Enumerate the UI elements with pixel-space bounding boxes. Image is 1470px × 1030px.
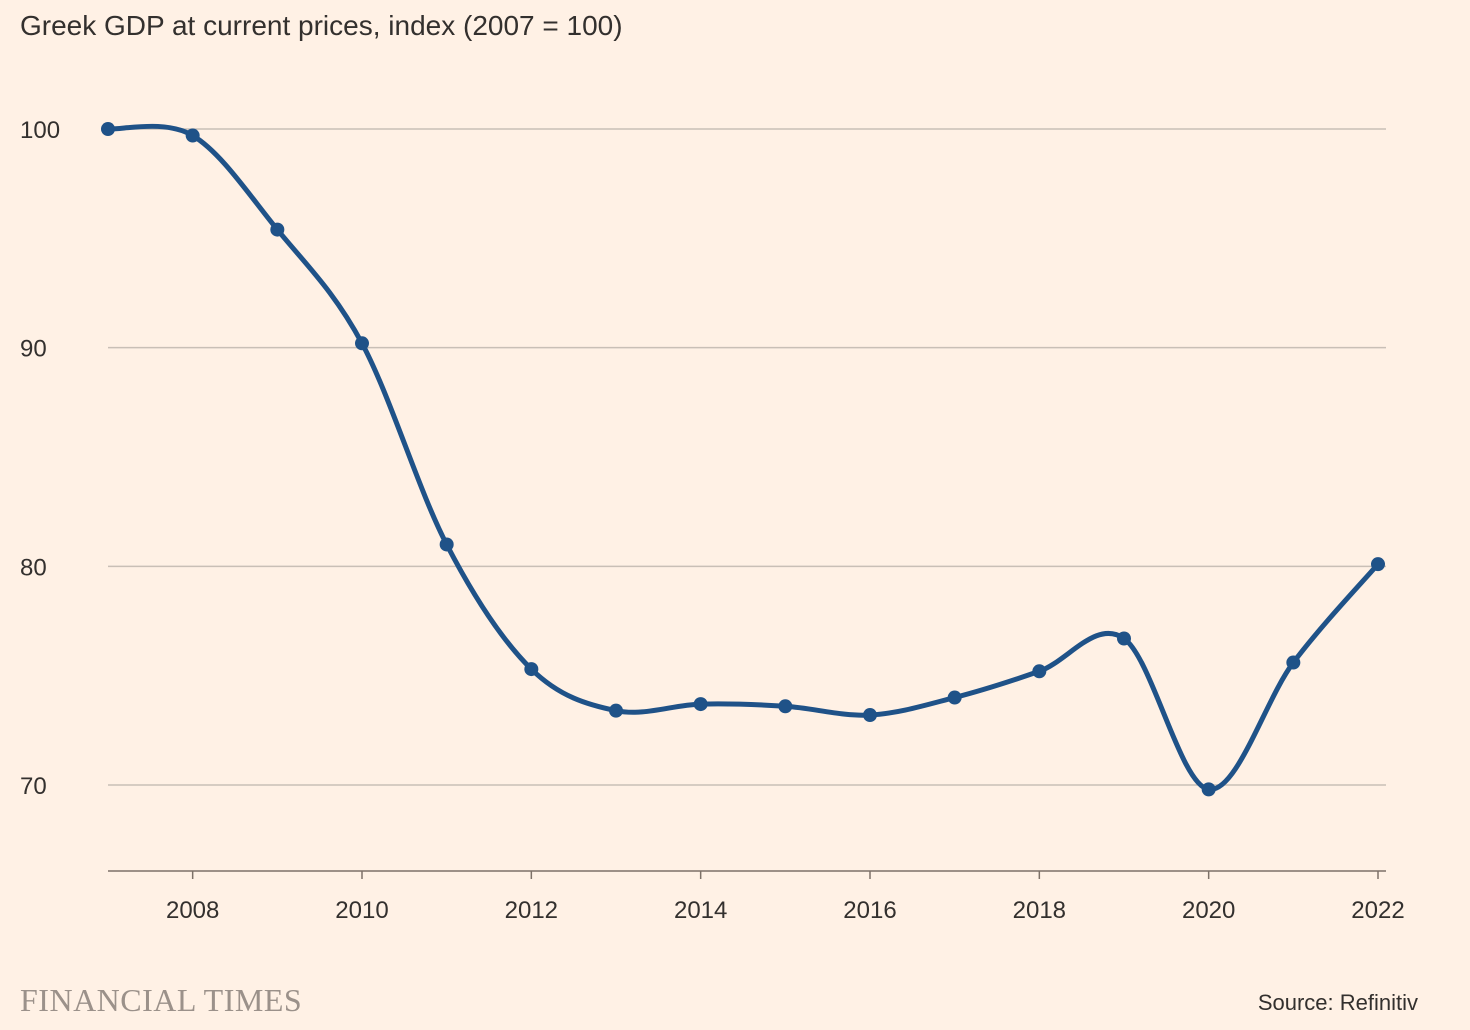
data-point-2011 (439, 537, 454, 552)
data-point-2012 (524, 662, 539, 677)
x-tick-label: 2018 (1013, 897, 1066, 924)
y-tick-label: 100 (20, 117, 60, 144)
data-point-2018 (1032, 664, 1047, 679)
data-point-2021 (1286, 655, 1301, 670)
y-tick-label: 70 (20, 773, 47, 800)
data-point-2009 (270, 222, 285, 237)
gridlines (108, 128, 1386, 786)
x-tick-label: 2012 (505, 897, 558, 924)
y-tick-label: 80 (20, 554, 47, 581)
data-point-2013 (609, 703, 623, 718)
data-point-2022 (1371, 557, 1385, 572)
series-line-layer (105, 123, 1381, 792)
data-point-2019 (1117, 631, 1131, 646)
x-axis: 2008 2010 2012 2014 2016 2018 2020 2022 (108, 870, 1405, 924)
x-tick-label: 2016 (843, 897, 896, 924)
data-points (101, 122, 1385, 797)
data-point-2020 (1201, 782, 1216, 797)
x-tick-label: 2022 (1351, 897, 1404, 924)
data-point-2015 (778, 699, 793, 714)
chart-title: Greek GDP at current prices, index (2007… (20, 10, 623, 41)
y-tick-label: 90 (20, 336, 47, 363)
source-note: Source: Refinitiv (1257, 990, 1418, 1015)
x-tick-label: 2014 (674, 897, 727, 924)
x-tick-label: 2020 (1182, 897, 1235, 924)
data-point-2016 (863, 708, 877, 723)
data-point-2008 (185, 128, 200, 143)
y-axis-labels: 70 80 90 100 (20, 117, 60, 800)
data-point-2007 (101, 122, 115, 136)
data-point-2017 (947, 690, 962, 705)
ft-logo-text: FINANCIAL TIMES (20, 982, 303, 1018)
series-line (105, 123, 1381, 792)
data-point-2014 (693, 697, 708, 712)
x-tick-label: 2008 (166, 897, 219, 924)
x-tick-label: 2010 (335, 897, 388, 924)
data-point-2010 (355, 336, 369, 351)
